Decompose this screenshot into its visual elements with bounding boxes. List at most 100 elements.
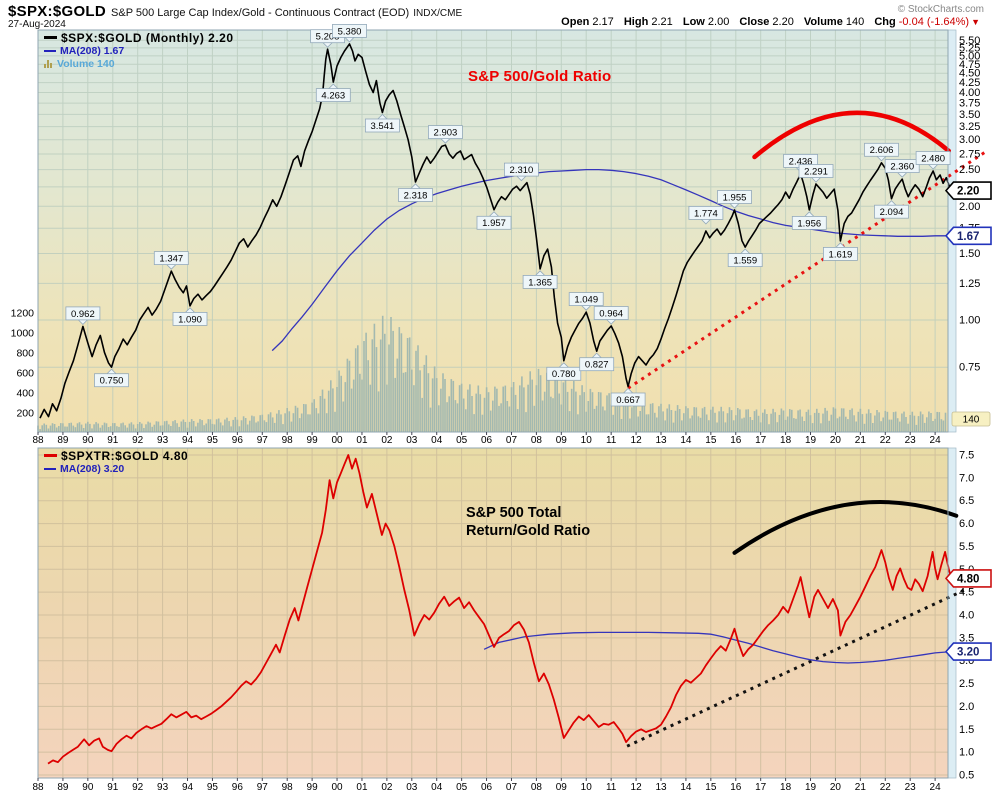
svg-text:95: 95 [207,782,219,792]
svg-text:0.667: 0.667 [616,395,640,406]
bottom-legend-ma: MA(208) 3.20 [60,462,125,475]
svg-text:1000: 1000 [11,328,35,340]
svg-text:2.75: 2.75 [959,148,980,160]
svg-text:2.436: 2.436 [789,156,813,167]
svg-text:24: 24 [930,435,942,446]
top-volume-bars [37,315,947,432]
svg-text:1.5: 1.5 [959,724,974,736]
svg-text:14: 14 [680,435,692,446]
svg-text:17: 17 [755,782,767,792]
svg-text:21: 21 [855,782,867,792]
bottom-chart-legend: $SPXTR:$GOLD 4.80 MA(208) 3.20 [44,449,188,475]
svg-text:800: 800 [16,348,34,360]
svg-text:3.00: 3.00 [959,134,980,146]
svg-text:22: 22 [880,435,892,446]
bottom-main-line [47,454,953,765]
svg-text:04: 04 [431,782,443,792]
svg-text:4.00: 4.00 [959,87,980,99]
svg-text:6.5: 6.5 [959,495,974,507]
svg-text:2.310: 2.310 [510,165,534,176]
svg-text:4.75: 4.75 [959,59,980,71]
svg-text:92: 92 [132,435,144,446]
svg-text:200: 200 [16,408,34,420]
svg-text:2.0: 2.0 [959,701,974,713]
svg-text:90: 90 [82,435,94,446]
close-label: Close [739,16,770,28]
svg-text:92: 92 [132,782,144,792]
svg-text:07: 07 [506,782,518,792]
svg-text:3.20: 3.20 [957,647,979,659]
bottom-chart-grid [37,448,948,778]
svg-text:3.25: 3.25 [959,121,980,133]
svg-text:98: 98 [282,435,294,446]
svg-text:01: 01 [356,782,368,792]
ma-dash-icon [44,49,56,52]
svg-text:10: 10 [581,782,593,792]
svg-text:5.380: 5.380 [338,26,362,37]
svg-text:07: 07 [506,435,518,446]
svg-text:18: 18 [780,782,792,792]
svg-text:4.25: 4.25 [959,77,980,89]
svg-text:1.955: 1.955 [723,192,747,203]
svg-text:23: 23 [905,435,917,446]
svg-text:11: 11 [606,782,617,792]
volume-bars-icon [44,59,53,68]
svg-text:95: 95 [207,435,219,446]
svg-text:89: 89 [57,782,69,792]
symbol-description: S&P 500 Large Cap Index/Gold - Continuou… [111,7,410,19]
svg-text:17: 17 [755,435,767,446]
top-legend-volume: Volume 140 [57,57,115,70]
svg-text:93: 93 [157,435,169,446]
svg-text:16: 16 [730,435,742,446]
low-value: 2.00 [707,16,730,28]
svg-text:14: 14 [680,782,692,792]
value-tag [944,181,992,200]
svg-text:96: 96 [232,782,244,792]
copyright: © StockCharts.com [897,4,984,15]
top-chart-legend: $SPX:$GOLD (Monthly) 2.20 MA(208) 1.67 V… [44,31,234,70]
svg-text:2.360: 2.360 [890,161,914,172]
top-chart-title: S&P 500/Gold Ratio [468,68,612,85]
svg-text:94: 94 [182,435,194,446]
svg-text:21: 21 [855,435,867,446]
svg-text:1.347: 1.347 [159,254,183,265]
top-chart: 88 89 90 91 92 93 94 95 96 97 98 99 00 01 02 03 04 05 06 07… [11,23,992,446]
quote-line: Open 2.17 High 2.21 Low 2.00 Close 2.20 … [554,16,980,28]
svg-text:05: 05 [456,782,468,792]
bottom-dotted-trendline [626,588,966,748]
svg-text:01: 01 [356,435,368,446]
svg-text:00: 00 [331,782,343,792]
top-legend-ma: MA(208) 1.67 [60,44,125,57]
open-value: 2.17 [592,16,614,28]
svg-text:2.291: 2.291 [804,166,828,177]
svg-text:2.318: 2.318 [404,190,428,201]
svg-text:13: 13 [655,435,667,446]
volume-value: 140 [845,16,865,28]
top-chart-grid [37,30,948,432]
svg-text:4.5: 4.5 [959,587,974,599]
svg-text:2.480: 2.480 [921,153,945,164]
chg-value: -0.04 (-1.64%) [898,16,970,28]
svg-text:12: 12 [631,435,643,446]
svg-text:12: 12 [631,782,643,792]
svg-text:09: 09 [556,435,568,446]
svg-text:5.00: 5.00 [959,50,980,62]
svg-text:22: 22 [880,782,892,792]
low-label: Low [682,16,705,28]
svg-text:4.263: 4.263 [321,90,345,101]
change-down-arrow-icon: ▼ [971,17,980,27]
ma-dash-icon [44,467,56,470]
exchange: INDX/CME [413,8,463,19]
top-main-line [39,43,953,419]
bottom-chart-title: S&P 500 Total Return/Gold Ratio [466,504,590,540]
svg-text:4.50: 4.50 [959,68,980,80]
svg-text:00: 00 [331,435,343,446]
svg-text:02: 02 [381,435,393,446]
svg-text:1200: 1200 [11,308,35,320]
svg-text:2.5: 2.5 [959,678,974,690]
chg-label: Chg [874,16,896,28]
bottom-chart: 88 89 90 91 92 93 94 95 96 97 98 99 00 01 02 03 04 05 06 07… [32,447,992,792]
svg-text:5.208: 5.208 [316,32,340,43]
svg-text:88: 88 [32,435,44,446]
symbol: $SPX:$GOLD [8,3,107,20]
